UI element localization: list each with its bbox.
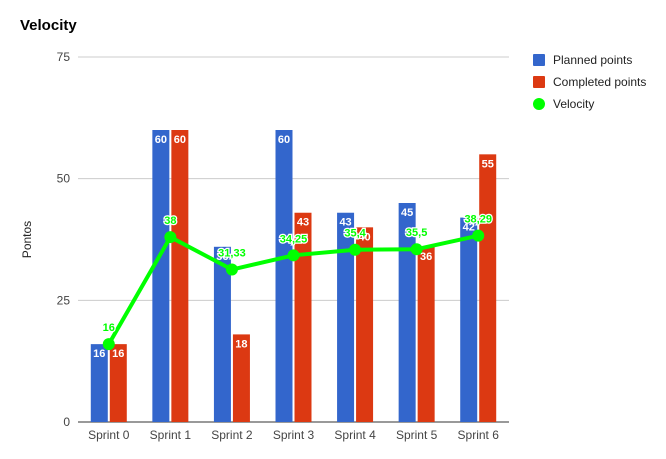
- bar-completed: [294, 212, 312, 422]
- velocity-data-label: 31,33: [218, 248, 246, 260]
- bar-data-label: 55: [482, 158, 494, 170]
- velocity-point: [164, 231, 177, 244]
- velocity-point: [225, 263, 238, 276]
- bar-data-label: 43: [339, 217, 351, 229]
- velocity-point: [410, 243, 423, 256]
- bar-completed: [171, 130, 189, 422]
- y-tick-label: 0: [63, 415, 70, 429]
- velocity-data-label: 16: [103, 322, 115, 334]
- x-tick-label: Sprint 5: [396, 428, 438, 442]
- bar-data-label: 40: [358, 231, 370, 243]
- x-tick-label: Sprint 1: [150, 428, 192, 442]
- velocity-point: [102, 338, 115, 351]
- bar-planned: [337, 212, 355, 422]
- bar-data-label: 36: [420, 251, 432, 263]
- velocity-data-label: 35,5: [406, 227, 427, 239]
- bar-completed: [232, 334, 250, 422]
- legend-swatch-velocity: [533, 98, 545, 110]
- bar-data-label: 60: [278, 134, 290, 146]
- x-tick-label: Sprint 4: [334, 428, 376, 442]
- velocity-point: [349, 243, 362, 256]
- x-tick-label: Sprint 0: [88, 428, 130, 442]
- bar-completed: [417, 246, 435, 422]
- bar-data-label: 43: [297, 217, 309, 229]
- x-tick-label: Sprint 3: [273, 428, 315, 442]
- legend-swatch-completed: [533, 76, 545, 88]
- x-tick-label: Sprint 2: [211, 428, 253, 442]
- velocity-point: [472, 229, 485, 242]
- legend-item-velocity[interactable]: Velocity: [533, 93, 646, 115]
- legend-item-completed[interactable]: Completed points: [533, 71, 646, 93]
- bar-data-label: 16: [93, 348, 105, 360]
- velocity-data-label: 35,4: [344, 228, 366, 240]
- y-tick-label: 25: [57, 293, 71, 307]
- bar-data-label: 60: [155, 134, 167, 146]
- bar-planned: [275, 130, 293, 422]
- bar-planned: [460, 217, 478, 422]
- velocity-data-label: 34,25: [280, 233, 308, 245]
- legend-label-planned: Planned points: [553, 53, 633, 67]
- bar-data-label: 60: [174, 134, 186, 146]
- velocity-data-label: 38: [164, 215, 176, 227]
- bar-data-label: 42: [463, 222, 475, 234]
- velocity-point: [287, 249, 300, 262]
- bar-completed: [479, 154, 497, 423]
- bar-data-label: 45: [401, 207, 413, 219]
- legend-label-velocity: Velocity: [553, 97, 595, 111]
- bar-data-label: 36: [216, 251, 228, 263]
- bar-completed: [356, 227, 374, 422]
- bar-completed: [109, 344, 127, 422]
- legend: Planned points Completed points Velocity: [533, 49, 646, 115]
- legend-item-planned[interactable]: Planned points: [533, 49, 646, 71]
- bar-planned: [213, 246, 231, 422]
- legend-swatch-planned: [533, 54, 545, 66]
- bar-planned: [398, 203, 416, 422]
- y-tick-label: 75: [57, 50, 71, 64]
- legend-label-completed: Completed points: [553, 75, 647, 89]
- bar-planned: [152, 130, 170, 422]
- bar-data-label: 16: [112, 348, 124, 360]
- y-axis-label: Pontos: [20, 221, 34, 258]
- velocity-data-label: 38,29: [464, 214, 492, 226]
- bar-planned: [90, 344, 108, 422]
- y-tick-label: 50: [57, 172, 71, 186]
- x-tick-label: Sprint 6: [458, 428, 500, 442]
- chart-title: Velocity: [20, 17, 77, 34]
- bar-data-label: 18: [235, 338, 247, 350]
